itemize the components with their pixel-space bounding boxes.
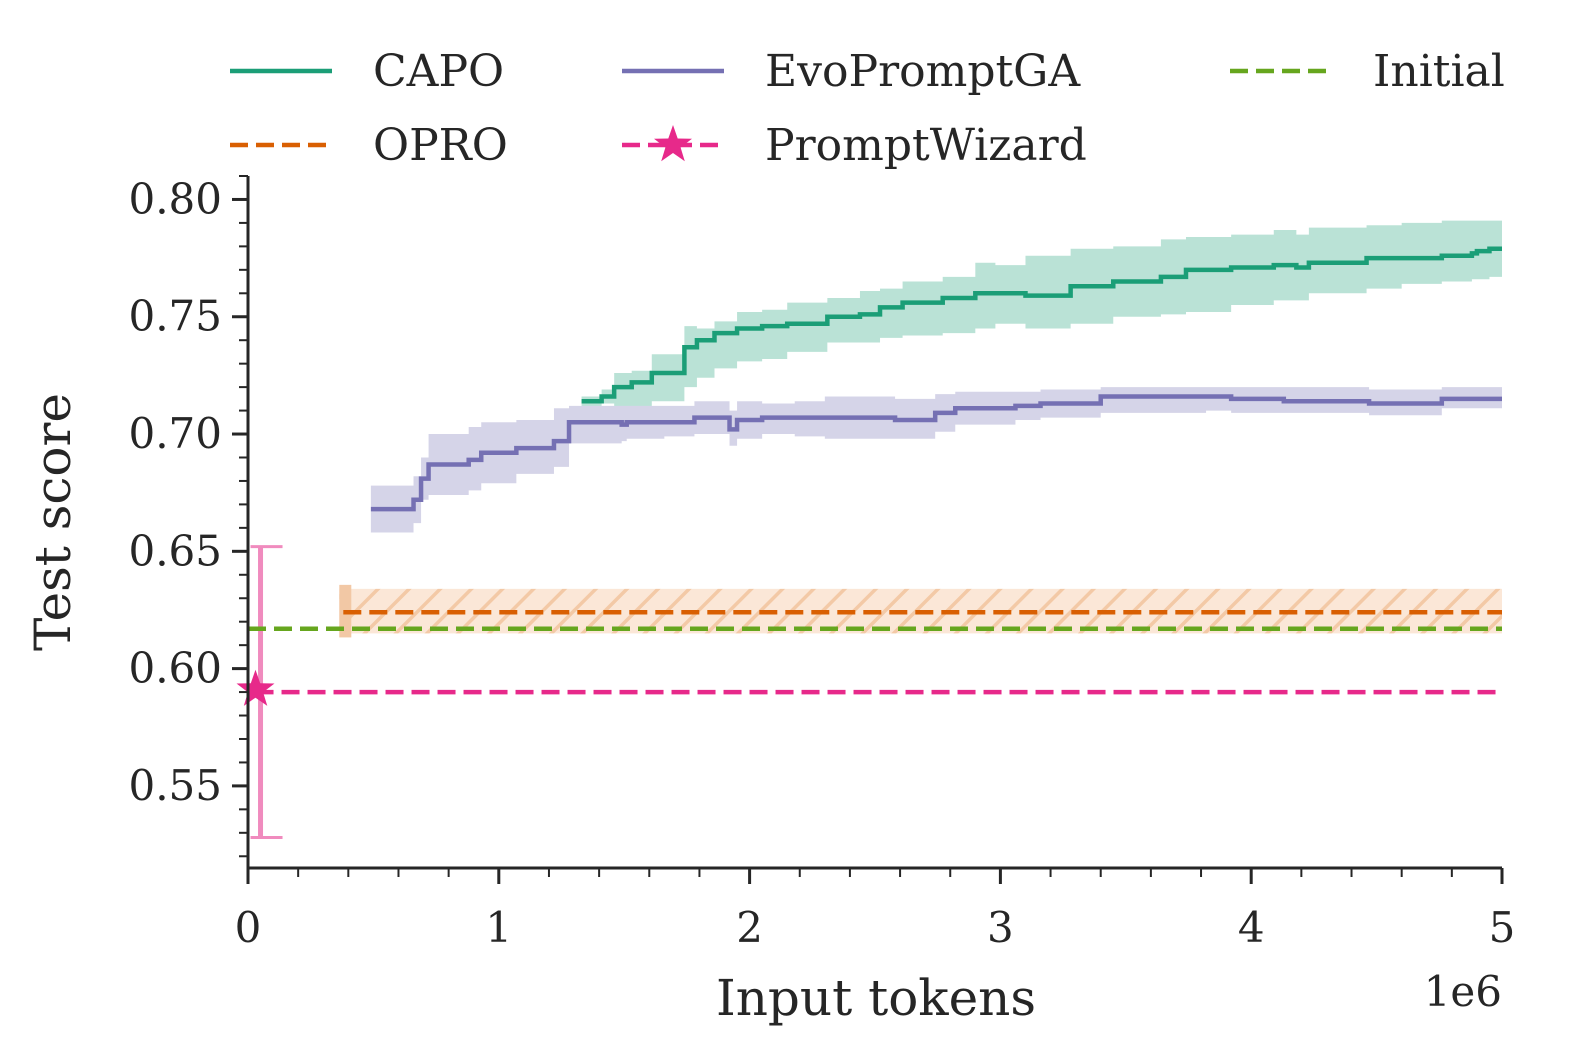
x-tick-label: 0 <box>235 903 262 952</box>
x-tick-label: 5 <box>1489 903 1516 952</box>
promptwizard-star-marker <box>236 669 275 706</box>
evopromptga-line <box>370 394 1502 512</box>
legend-label: CAPO <box>373 46 504 97</box>
legend-item-initial: Initial <box>1230 46 1505 97</box>
y-tick-label: 0.80 <box>128 174 222 223</box>
y-tick-label: 0.55 <box>128 761 222 810</box>
legend-label: EvoPromptGA <box>765 46 1081 97</box>
y-tick-label: 0.70 <box>128 409 222 458</box>
legend-item-promptwizard: PromptWizard <box>622 120 1087 171</box>
legend-label: Initial <box>1373 46 1505 97</box>
x-axis-label: Input tokens <box>716 969 1036 1027</box>
plot-series <box>236 246 1502 840</box>
legend-label: PromptWizard <box>765 120 1087 171</box>
legend-label: OPRO <box>373 120 508 171</box>
legend-item-evopromptga: EvoPromptGA <box>622 46 1081 97</box>
confidence-bands <box>339 220 1503 638</box>
capo-line <box>581 246 1502 404</box>
y-axis-label: Test score <box>24 393 82 651</box>
x-axis-offset-label: 1e6 <box>1424 967 1502 1016</box>
y-tick-label: 0.60 <box>128 644 222 693</box>
axes: 0.55 0.60 0.65 0.70 0.75 0.80 0 1 2 3 4 5 <box>128 174 1515 952</box>
legend-item-opro: OPRO <box>230 120 508 171</box>
y-tick-label: 0.75 <box>128 292 222 341</box>
legend-item-capo: CAPO <box>230 46 504 97</box>
x-tick-label: 3 <box>987 903 1014 952</box>
y-tick-label: 0.65 <box>128 526 222 575</box>
legend-star-marker <box>654 125 692 162</box>
legend: CAPO OPRO EvoPromptGA PromptWizard Initial <box>230 46 1505 171</box>
x-tick-label: 1 <box>485 903 512 952</box>
x-tick-label: 2 <box>736 903 763 952</box>
x-tick-label: 4 <box>1238 903 1265 952</box>
capo-confidence-band <box>581 220 1502 406</box>
evopromptga-confidence-band <box>370 387 1503 533</box>
